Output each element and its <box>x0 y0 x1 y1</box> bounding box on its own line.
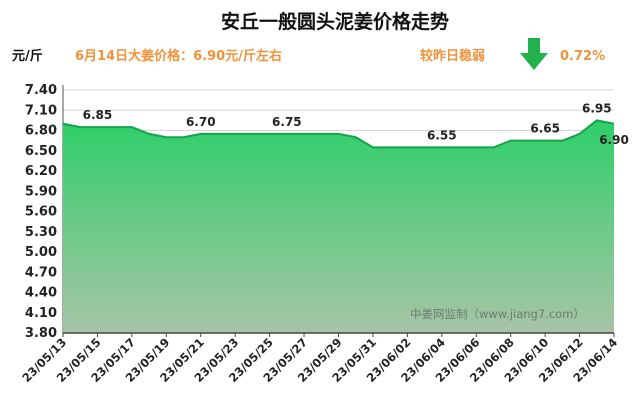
y-tick-label: 4.70 <box>25 265 57 280</box>
down-arrow-icon <box>520 38 548 70</box>
y-tick-label: 5.90 <box>25 184 57 199</box>
data-label: 6.65 <box>530 122 560 136</box>
price-note: 6月14日大姜价格：6.90元/斤左右 <box>75 48 282 64</box>
area-fill <box>63 120 614 333</box>
watermark: 中姜网监制（www.jiang7.com） <box>410 307 585 321</box>
series-area <box>62 119 615 333</box>
y-tick-label: 5.60 <box>25 205 57 220</box>
series-line <box>62 119 615 149</box>
y-tick-label: 4.10 <box>25 306 57 321</box>
change-percent: 0.72% <box>560 49 605 64</box>
data-label: 6.75 <box>272 115 302 129</box>
x-axis: 23/05/1323/05/1523/05/1723/05/1923/05/21… <box>19 332 620 385</box>
y-tick-label: 7.10 <box>25 103 57 118</box>
data-label: 6.95 <box>582 101 612 115</box>
data-label: 6.70 <box>186 115 216 129</box>
data-label: 6.90 <box>599 133 629 147</box>
chart-title: 安丘一般圆头泥姜价格走势 <box>221 10 449 33</box>
y-tick-label: 6.20 <box>25 164 57 179</box>
y-tick-label: 5.00 <box>25 245 57 260</box>
y-tick-label: 6.50 <box>25 144 57 159</box>
y-tick-label: 5.30 <box>25 225 57 240</box>
y-tick-label: 4.40 <box>25 286 57 301</box>
trend-text: 较昨日稳弱 <box>420 48 485 64</box>
y-tick-label: 6.80 <box>25 124 57 139</box>
data-label: 6.85 <box>83 108 113 122</box>
data-labels: 6.85 6.70 6.75 6.55 6.65 6.95 6.90 <box>83 101 629 146</box>
y-tick-label: 3.80 <box>25 326 57 341</box>
unit-label: 元/斤 <box>12 48 43 64</box>
data-label: 6.55 <box>427 128 457 142</box>
y-tick-label: 7.40 <box>25 83 57 98</box>
y-axis: 7.40 7.10 6.80 6.50 6.20 5.90 5.60 5.30 5.00 4.70… <box>25 83 64 341</box>
